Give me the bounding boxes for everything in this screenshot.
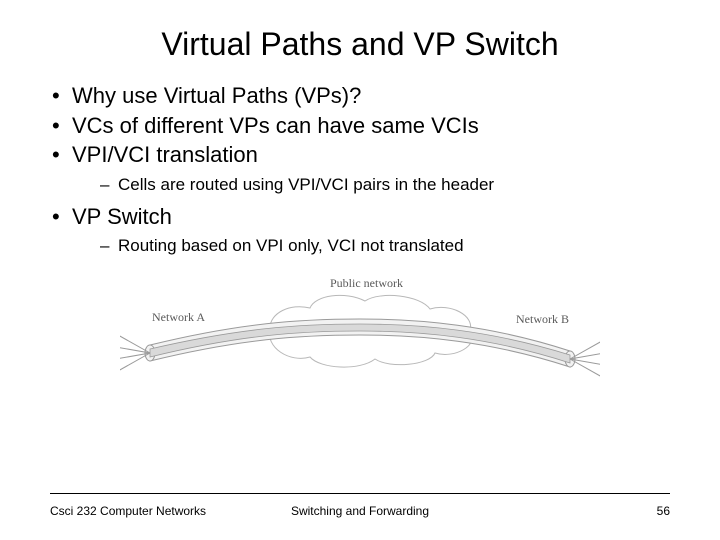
- bullet-text: VPI/VCI translation: [72, 142, 258, 167]
- bullet-item: VP Switch Routing based on VPI only, VCI…: [50, 202, 670, 259]
- bullet-item: VCs of different VPs can have same VCIs: [50, 111, 670, 141]
- bullet-text: Why use Virtual Paths (VPs)?: [72, 83, 361, 108]
- diagram-label-left: Network A: [152, 310, 205, 324]
- bullet-text: VCs of different VPs can have same VCIs: [72, 113, 479, 138]
- diagram-label-top: Public network: [330, 276, 403, 290]
- sub-bullet-item: Cells are routed using VPI/VCI pairs in …: [100, 172, 670, 198]
- vp-diagram: Network A Network B Public network: [120, 273, 600, 393]
- bullet-text: VP Switch: [72, 204, 172, 229]
- bullet-item: VPI/VCI translation Cells are routed usi…: [50, 140, 670, 197]
- sub-bullet-item: Routing based on VPI only, VCI not trans…: [100, 233, 670, 259]
- sub-bullet-list: Routing based on VPI only, VCI not trans…: [72, 233, 670, 259]
- footer-rule: [50, 493, 670, 494]
- footer-center: Switching and Forwarding: [50, 504, 670, 518]
- slide-title: Virtual Paths and VP Switch: [50, 26, 670, 63]
- sub-bullet-list: Cells are routed using VPI/VCI pairs in …: [72, 172, 670, 198]
- bullet-item: Why use Virtual Paths (VPs)?: [50, 81, 670, 111]
- bullet-list: Why use Virtual Paths (VPs)? VCs of diff…: [50, 81, 670, 259]
- footer: Csci 232 Computer Networks Switching and…: [50, 504, 670, 518]
- sub-bullet-text: Routing based on VPI only, VCI not trans…: [118, 236, 464, 255]
- slide: Virtual Paths and VP Switch Why use Virt…: [0, 0, 720, 540]
- diagram-label-right: Network B: [516, 312, 569, 326]
- sub-bullet-text: Cells are routed using VPI/VCI pairs in …: [118, 175, 494, 194]
